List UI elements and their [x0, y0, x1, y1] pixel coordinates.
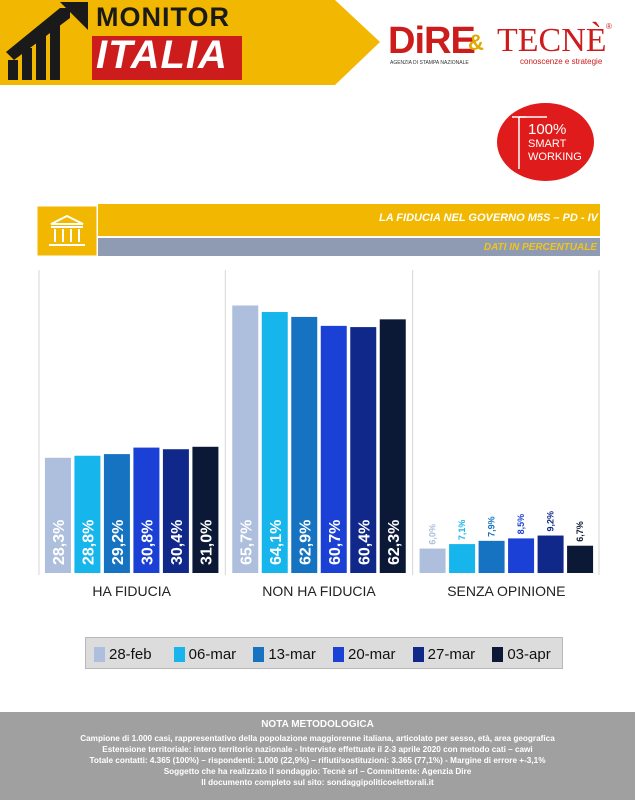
dire-tagline: AGENZIA DI STAMPA NAZIONALE [390, 60, 469, 66]
chart-subtitle: DATI IN PERCENTUALE [483, 242, 597, 253]
bar [478, 540, 505, 573]
data-label: 8,5% [516, 514, 526, 535]
legend-item: 13-mar [253, 645, 316, 663]
legend-swatch [492, 646, 504, 662]
brand-title: MONITOR [96, 2, 230, 32]
data-label: 62,9% [297, 520, 314, 565]
methodology-line: Totale contatti: 4.365 (100%) – risponde… [89, 756, 546, 765]
bar [350, 327, 377, 573]
bar [419, 548, 446, 573]
bar [449, 544, 476, 573]
legend-item: 27-mar [412, 645, 476, 663]
legend-label: 13-mar [268, 645, 316, 663]
chart-title-bar [98, 204, 600, 236]
bar [103, 454, 130, 573]
data-label: 7,1% [457, 520, 467, 541]
methodology-line: Soggetto che ha realizzato il sondaggio:… [163, 767, 472, 776]
parliament-building-icon [36, 205, 98, 257]
legend-swatch [173, 646, 185, 662]
category-label: HA FIDUCIA [92, 583, 171, 599]
legend-swatch [94, 646, 105, 662]
rising-bars-icon [6, 2, 88, 80]
bar [567, 545, 594, 573]
badge-line-3: WORKING [528, 151, 582, 163]
grouped-bar-chart: 28,3% 28,8% 29,2% 30,8% 30,4% 31,0% HA FIDUCIA… [38, 270, 600, 599]
bar [192, 446, 219, 573]
bar [74, 455, 101, 573]
data-label: 30,4% [169, 520, 186, 565]
data-label: 28,8% [80, 520, 97, 565]
legend-item: 06-mar [173, 645, 237, 663]
brand-subtitle: ITALIA [96, 33, 228, 77]
data-label: 60,7% [327, 520, 344, 565]
methodology-line: Campione di 1.000 casi, rappresentativo … [80, 734, 555, 743]
bar [537, 535, 564, 573]
legend-label: 27-mar [427, 645, 476, 663]
legend-swatch [253, 646, 265, 662]
badge-line-1: 100% [528, 121, 567, 138]
data-label: 31,0% [198, 520, 215, 565]
category-label: NON HA FIDUCIA [262, 583, 376, 599]
data-label: 64,1% [268, 520, 285, 565]
data-label: 9,2% [546, 511, 556, 532]
methodology-heading: NOTA METODOLOGICA [261, 719, 374, 730]
ampersand: & [468, 30, 484, 55]
bar [508, 538, 535, 573]
legend-item: 20-mar [333, 645, 396, 663]
bar [320, 325, 347, 573]
bar [291, 316, 318, 573]
smart-working-badge [497, 103, 594, 181]
chart-subtitle-bar [98, 238, 600, 256]
legend-swatch [333, 646, 344, 662]
monitor-italia-banner [0, 0, 380, 85]
badge-line-2: SMART [528, 138, 567, 150]
methodology-line: Il documento completo sul sito: sondaggi… [201, 778, 434, 787]
bar [261, 312, 288, 573]
data-label: 62,3% [386, 520, 403, 565]
tecne-tagline: conoscenze e strategie [520, 57, 603, 66]
data-label: 7,9% [487, 516, 497, 537]
legend-swatch [412, 646, 424, 662]
legend-item: 28-feb [94, 645, 152, 663]
legend-label: 03-apr [507, 645, 551, 663]
bar [379, 319, 406, 573]
bar [162, 449, 189, 573]
data-label: 6,0% [428, 524, 438, 545]
legend-label: 20-mar [348, 645, 396, 663]
data-label: 6,7% [575, 521, 585, 542]
tecne-logo: TECNÈ [497, 22, 607, 59]
data-label: 65,7% [238, 520, 255, 565]
data-label: 60,4% [356, 520, 373, 565]
t-letter-icon [512, 116, 547, 169]
bar [44, 457, 71, 573]
chart-title: LA FIDUCIA NEL GOVERNO M5S – PD - IV [378, 212, 598, 224]
chart-legend: 28-feb 06-mar 13-mar 20-mar 27-mar 03-apr [85, 637, 563, 669]
methodology-line: Estensione territoriale: intero territor… [102, 745, 533, 754]
data-label: 28,3% [51, 520, 68, 565]
legend-label: 06-mar [188, 645, 237, 663]
category-label: SENZA OPINIONE [447, 583, 565, 599]
methodology-footer: NOTA METODOLOGICA Campione di 1.000 casi… [0, 712, 635, 800]
legend-item: 03-apr [492, 645, 551, 663]
legend-label: 28-feb [109, 645, 152, 663]
bar [232, 305, 259, 573]
dire-logo: DiRE [388, 20, 476, 62]
data-label: 29,2% [110, 520, 127, 565]
registered-mark: ® [606, 22, 612, 31]
data-label: 30,8% [139, 520, 156, 565]
bar [133, 447, 160, 573]
